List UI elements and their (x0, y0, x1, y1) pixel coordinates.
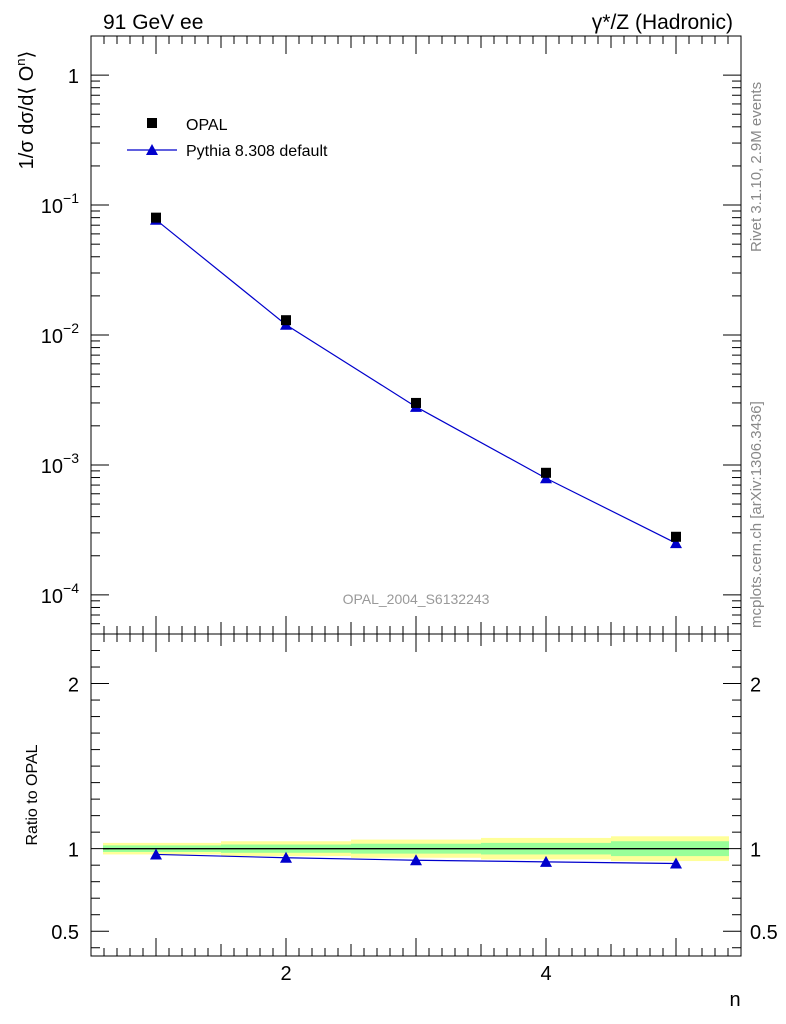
ratio-content: 2 2 1 1 0.5 0.5 2 4 (51, 650, 778, 985)
rivet-version-label: Rivet 3.1.10, 2.9M events (748, 82, 765, 252)
opal-point (151, 212, 161, 223)
x-tick-label: 4 (540, 963, 551, 985)
ratio-mc-point (150, 848, 162, 860)
main-y-tick-label: 10−4 (41, 580, 79, 608)
ratio-y-tick-label-right: 2 (750, 675, 761, 697)
ratio-mc-point (410, 854, 422, 866)
main-data (150, 212, 682, 549)
header-right: γ*/Z (Hadronic) (592, 11, 733, 34)
legend-mc-label: Pythia 8.308 default (186, 143, 328, 160)
ratio-mc-point (280, 851, 292, 863)
ratio-plot-frame (90, 633, 742, 957)
mc-line (155, 219, 677, 544)
mcplots-label: mcplots.cern.ch [arXiv:1306.3436] (748, 401, 765, 628)
main-y-tick-label: 10−1 (41, 190, 79, 218)
opal-point (281, 315, 291, 326)
legend: OPAL Pythia 8.308 default (127, 117, 328, 160)
opal-point (541, 467, 551, 478)
ratio-mc-point (540, 855, 552, 867)
main-axis-ticks: 1 10−1 10−2 10−3 10−4 (41, 35, 741, 956)
header-left: 91 GeV ee (103, 11, 203, 34)
legend-mc-marker (146, 144, 158, 155)
opal-point (671, 531, 681, 542)
analysis-watermark: OPAL_2004_S6132243 (343, 591, 490, 607)
main-y-tick-label: 1 (68, 66, 79, 88)
ratio-mc-point (670, 857, 682, 869)
ratio-y-axis-label: Ratio to OPAL (24, 744, 41, 845)
legend-opal-label: OPAL (186, 117, 228, 134)
ratio-y-tick-label-right: 1 (750, 840, 761, 862)
main-y-axis-label: 1/σ dσ/d⟨ On⟩ (13, 51, 38, 170)
legend-opal-marker (147, 118, 157, 128)
ratio-y-tick-label-left: 1 (68, 840, 79, 862)
ratio-y-tick-label-left: 0.5 (51, 922, 79, 944)
mc-point (670, 537, 682, 549)
main-y-tick-label: 10−3 (41, 450, 79, 478)
ratio-y-tick-label-left: 2 (68, 675, 79, 697)
x-axis-label: n (729, 989, 740, 1011)
opal-point (411, 397, 421, 408)
ratio-y-tick-label-right: 0.5 (750, 922, 778, 944)
x-tick-label: 2 (280, 963, 291, 985)
main-y-tick-label: 10−2 (41, 320, 79, 348)
